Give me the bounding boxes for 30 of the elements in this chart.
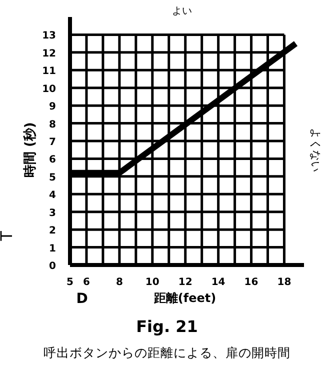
- x-tick-label: 5: [66, 277, 74, 288]
- text: 呼出ボタンからの距離による、扉の開時間: [44, 345, 290, 360]
- y-tick-label: 1: [49, 243, 56, 254]
- y-tick-label: 0: [49, 261, 56, 272]
- y-tick-label: 8: [49, 119, 56, 130]
- y-tick-label: 2: [49, 226, 56, 237]
- text: T: [0, 230, 16, 242]
- y-tick-label: 7: [49, 137, 56, 148]
- x-axis-title: 距離(feet): [152, 291, 216, 305]
- y-tick-label: 5: [49, 172, 56, 184]
- x-tick-label: 6: [82, 277, 90, 288]
- y-tick-label: 13: [42, 30, 56, 42]
- x-tick-label: 14: [211, 277, 226, 288]
- x-tick-label: 12: [178, 277, 192, 288]
- y-tick-label: 6: [49, 154, 56, 166]
- text: よくない: [309, 128, 322, 172]
- y-tick-label: 12: [42, 48, 56, 60]
- x-tick-label: 10: [145, 277, 160, 288]
- x-tick-label: 16: [244, 277, 258, 288]
- text: よい: [172, 6, 192, 17]
- text: D: [76, 291, 88, 307]
- y-tick-label: 3: [49, 208, 56, 219]
- y-axis-title: 時間 (秒): [23, 122, 38, 178]
- x-tick-label: 8: [116, 277, 123, 288]
- y-tick-label: 4: [49, 190, 56, 202]
- x-tick-label: 18: [277, 277, 292, 288]
- y-tick-label: 10: [42, 84, 56, 95]
- y-tick-label: 9: [49, 102, 56, 113]
- y-tick-label: 11: [42, 66, 56, 78]
- text: Fig. 21: [136, 317, 198, 336]
